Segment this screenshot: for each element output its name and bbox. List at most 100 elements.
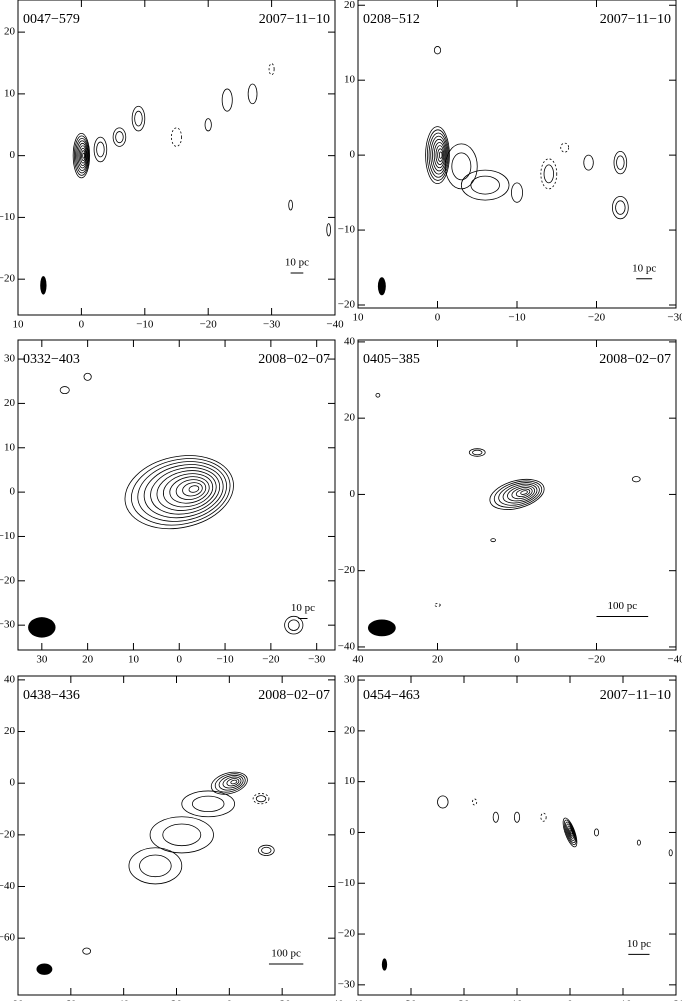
- contour: [566, 823, 575, 841]
- x-tick-label: 0: [79, 319, 85, 331]
- x-tick-label: −20: [588, 654, 606, 666]
- y-tick-label: 20: [4, 725, 16, 737]
- contour: [543, 164, 554, 184]
- contour: [191, 795, 225, 813]
- contour: [511, 182, 523, 203]
- y-tick-label: −20: [0, 828, 15, 840]
- panel: 10 0 −10 −20 −30 −40 20 10 0 −10 −20 10 pc 0047−579 2…: [0, 0, 344, 331]
- panel: 30 20 10 0 −10 −20 −30 30 20 10 0 −10 −20 −30 10 pc 033…: [0, 339, 336, 666]
- contour: [437, 795, 449, 809]
- x-tick-label: −10: [136, 319, 154, 331]
- contour: [460, 169, 510, 201]
- x-tick-label: 40: [353, 654, 365, 666]
- y-tick-label: 40: [4, 673, 16, 685]
- contour: [247, 83, 258, 105]
- panel: 80 60 40 20 0 −20 −40 40 20 0 −20 −40 −60 100 pc 0438−…: [0, 673, 344, 1001]
- x-tick-label: 10: [512, 999, 524, 1001]
- contour: [375, 392, 381, 398]
- contour: [175, 479, 207, 500]
- contour: [472, 449, 483, 456]
- x-tick-label: 20: [459, 999, 471, 1001]
- contour: [583, 154, 594, 171]
- y-tick-label: 20: [4, 397, 16, 409]
- y-tick-label: −20: [338, 299, 356, 311]
- y-tick-label: 40: [344, 335, 356, 347]
- contour: [433, 142, 446, 169]
- contour: [430, 135, 448, 175]
- contour: [326, 223, 331, 237]
- y-tick-label: −10: [0, 530, 15, 542]
- beam: [40, 276, 47, 295]
- x-tick-label: 0: [227, 999, 233, 1001]
- contour: [75, 137, 89, 174]
- contour: [540, 158, 558, 190]
- x-tick-label: −20: [588, 312, 606, 324]
- contour: [230, 779, 238, 785]
- contour: [611, 195, 629, 220]
- contour: [78, 145, 87, 166]
- source-name: 0332−403: [23, 352, 80, 367]
- contour: [210, 771, 248, 795]
- y-tick-label: −30: [338, 978, 356, 990]
- contour: [507, 485, 535, 502]
- y-tick-label: 0: [10, 777, 16, 789]
- x-tick-label: 20: [432, 654, 444, 666]
- y-tick-label: −40: [338, 640, 356, 652]
- y-tick-label: −10: [338, 877, 356, 889]
- contour: [115, 131, 124, 144]
- contours: [437, 795, 673, 857]
- scale-label: 100 pc: [608, 600, 638, 612]
- contour: [139, 854, 172, 878]
- contour: [567, 825, 575, 839]
- contour: [188, 485, 200, 493]
- x-tick-label: 40: [118, 999, 130, 1001]
- y-tick-label: 20: [344, 412, 356, 424]
- epoch-date: 2007−11−10: [600, 688, 671, 703]
- contour: [214, 773, 246, 793]
- y-tick-label: 0: [10, 149, 16, 161]
- source-name: 0208−512: [363, 12, 420, 27]
- contour: [218, 774, 244, 791]
- contours: [59, 372, 304, 635]
- panel: 40 20 0 −20 −40 40 20 0 −20 −40 100 pc 0405−385 2008…: [338, 335, 682, 665]
- contour: [445, 143, 478, 190]
- contour: [257, 844, 275, 856]
- contour: [569, 829, 573, 835]
- contour: [520, 490, 528, 495]
- contour: [498, 482, 540, 506]
- contour: [82, 152, 85, 159]
- x-tick-label: 10: [128, 654, 140, 666]
- contour: [131, 105, 146, 132]
- contour: [169, 476, 210, 504]
- scale-label: 100 pc: [271, 948, 301, 960]
- contour: [81, 150, 86, 161]
- contour: [261, 846, 272, 854]
- plot-frame: [357, 0, 677, 309]
- y-tick-label: 30: [4, 353, 16, 365]
- epoch-date: 2008−02−07: [258, 352, 330, 367]
- x-tick-label: 0: [435, 312, 441, 324]
- contour: [59, 386, 70, 395]
- contour: [83, 372, 92, 381]
- y-tick-label: 10: [4, 87, 16, 99]
- y-tick-label: −10: [338, 224, 356, 236]
- contour: [143, 464, 224, 519]
- contour: [226, 778, 240, 787]
- x-tick-label: 30: [406, 999, 418, 1001]
- x-tick-label: −30: [263, 319, 281, 331]
- x-tick-label: −20: [274, 999, 292, 1001]
- contour: [72, 133, 91, 179]
- contour: [79, 147, 87, 164]
- contour: [472, 798, 478, 806]
- beam: [36, 963, 53, 975]
- x-tick-label: 0: [567, 999, 573, 1001]
- y-tick-label: −10: [0, 211, 15, 223]
- contour: [470, 175, 500, 195]
- contour: [288, 199, 293, 211]
- y-tick-label: 10: [344, 775, 356, 787]
- scale-label: 10 pc: [291, 602, 315, 614]
- epoch-date: 2007−11−10: [259, 12, 330, 27]
- y-tick-label: 0: [350, 149, 356, 161]
- y-tick-label: −40: [0, 880, 15, 892]
